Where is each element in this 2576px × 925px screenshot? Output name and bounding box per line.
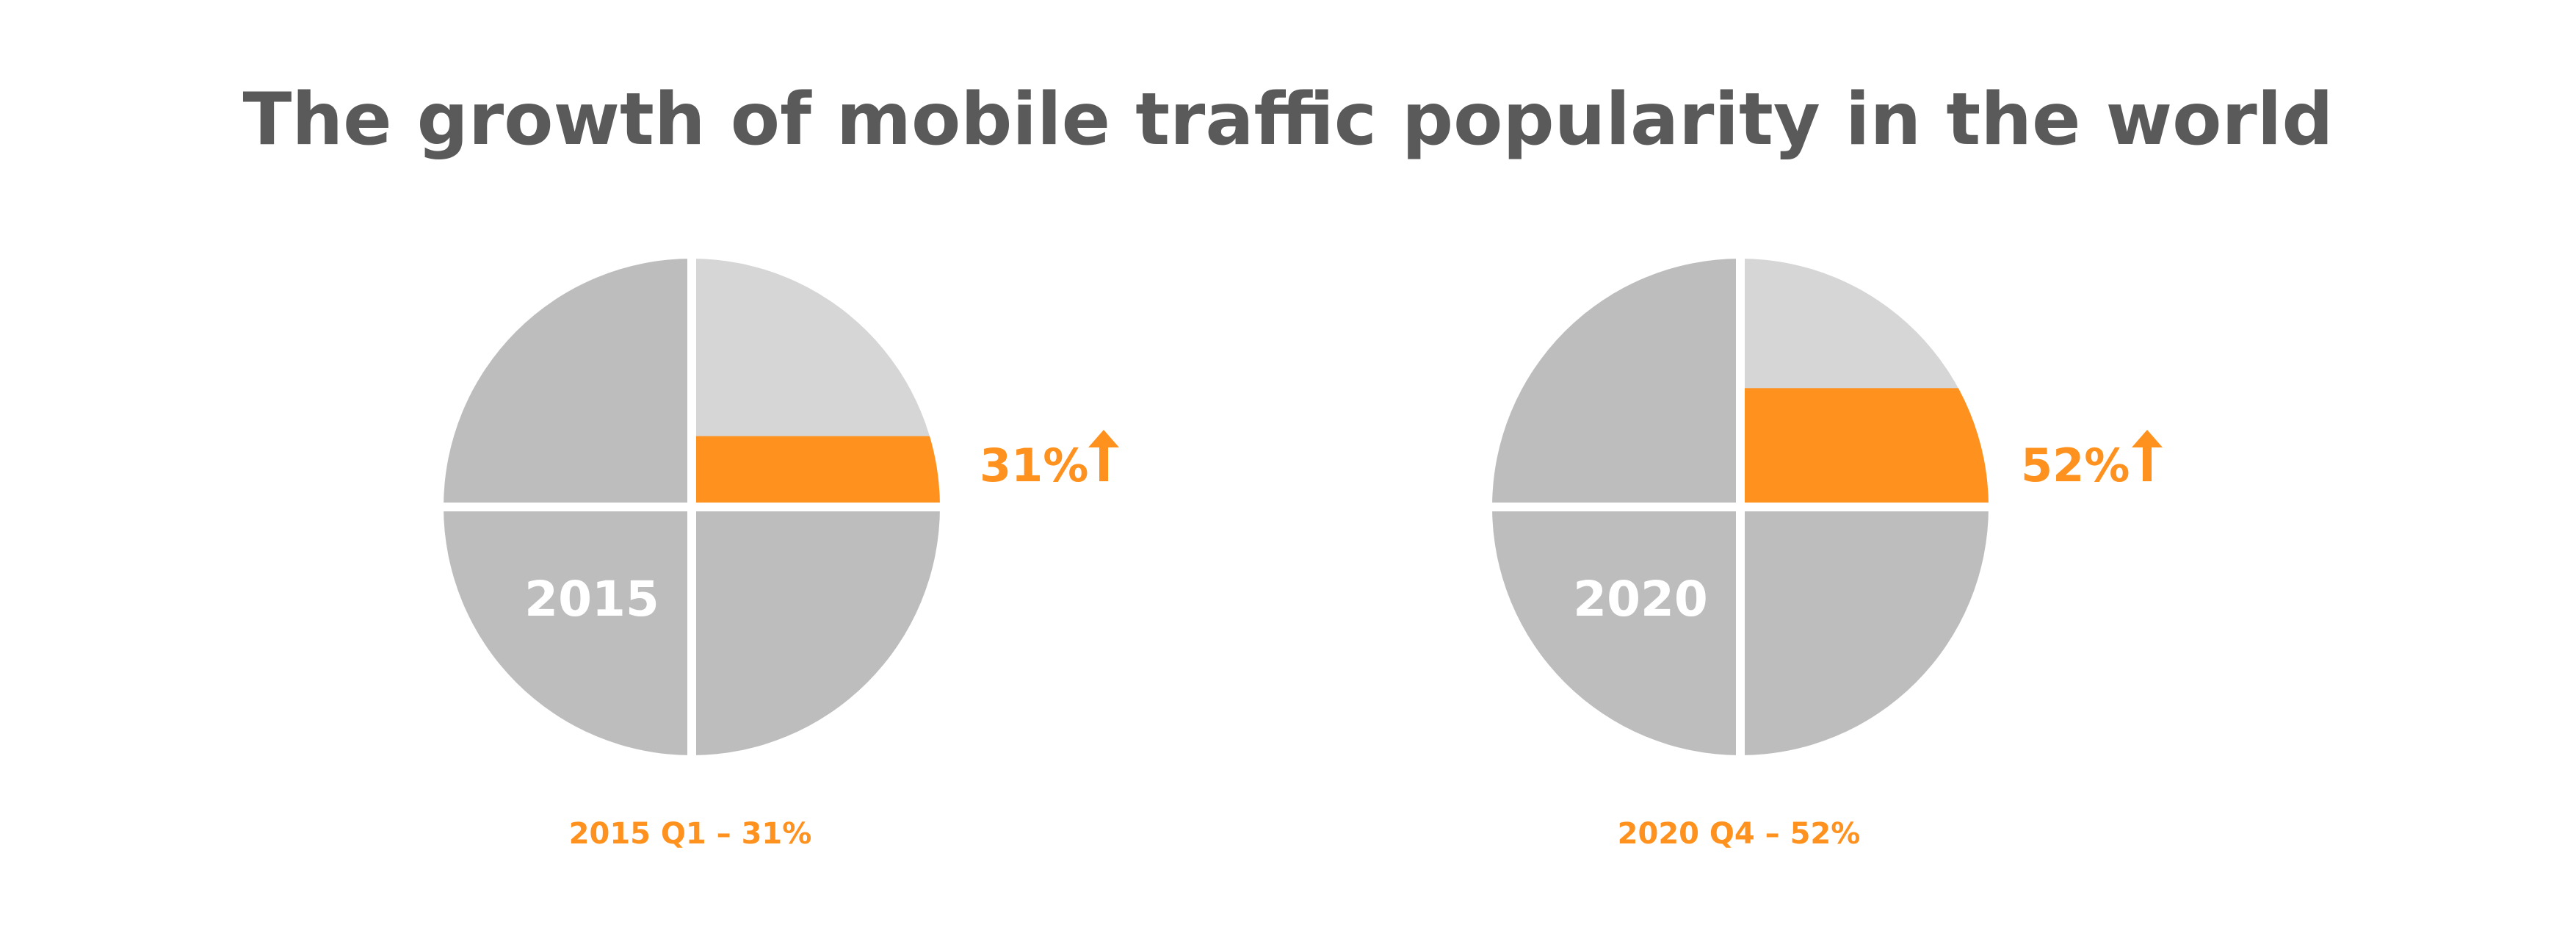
arrow-shaft: [1099, 444, 1108, 481]
pie-divider-horizontal: [1489, 503, 1991, 511]
value-label-2020: 52%: [2021, 439, 2130, 492]
arrow-up-icon: [1088, 430, 1119, 481]
year-label-2015: 2015: [524, 571, 659, 627]
arrow-shaft: [2143, 444, 2152, 481]
pie-quarter-top-left: [1492, 259, 1740, 507]
pie-chart-2020: [1489, 256, 1991, 758]
pie-chart-2015: [441, 256, 943, 758]
pie-quarter-top-left: [444, 259, 692, 507]
year-label-2020: 2020: [1573, 571, 1708, 627]
pie-highlight-slice: [692, 436, 940, 507]
pie-quarter-bottom-right: [692, 507, 940, 755]
caption-2020: 2020 Q4 – 52%: [1618, 817, 1861, 851]
arrow-up-icon: [2132, 430, 2163, 481]
pie-quarter-bottom-left: [444, 507, 692, 755]
caption-2015: 2015 Q1 – 31%: [569, 817, 812, 851]
chart-title: The growth of mobile traffic popularity …: [242, 78, 2333, 162]
value-label-2015: 31%: [980, 439, 1088, 492]
arrow-head: [2132, 430, 2163, 447]
pie-highlight-slice: [1740, 388, 1989, 507]
arrow-head: [1088, 430, 1119, 447]
pie-quarter-bottom-right: [1740, 507, 1989, 755]
pie-quarter-bottom-left: [1492, 507, 1740, 755]
pie-divider-horizontal: [441, 503, 943, 511]
